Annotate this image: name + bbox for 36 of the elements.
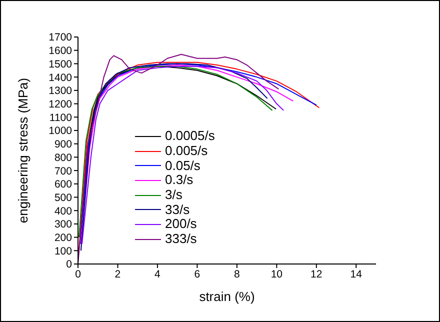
y-tick-label: 1100 [49,112,72,124]
x-tick-label: 14 [350,268,362,280]
y-tick-label: 600 [54,178,72,191]
legend-label: 0.005/s [165,143,208,158]
legend-label: 0.0005/s [165,128,215,144]
y-axis-title: engineering stress (MPa) [16,78,31,224]
x-tick-label: 6 [194,268,200,280]
y-tick-label: 1400 [48,72,72,84]
x-tick-label: 0 [75,268,82,280]
y-tick-label: 200 [54,232,72,244]
y-tick-label: 800 [54,152,72,164]
y-tick-label: 1500 [48,58,72,70]
y-tick-label: 0 [66,258,72,271]
x-tick-label: 8 [234,268,240,280]
legend-label: 0.3/s [165,172,194,188]
x-tick-label: 10 [270,268,283,280]
x-tick-label: 2 [114,268,121,280]
legend-label: 333/s [165,231,197,246]
y-tick-label: 1700 [48,32,72,44]
legend-label: 33/s [165,202,190,217]
y-tick-label: 1300 [48,85,72,98]
y-tick-label: 500 [54,192,72,204]
legend-label: 0.05/s [165,158,200,173]
y-tick-label: 400 [54,205,72,218]
y-tick-label: 1200 [48,98,72,110]
y-tick-label: 1600 [48,45,72,58]
y-tick-label: 1000 [48,125,72,138]
x-tick-label: 4 [154,268,161,280]
legend-label: 200/s [165,216,197,232]
x-axis-title: strain (%) [199,289,255,304]
y-tick-label: 700 [54,165,72,178]
y-tick-label: 100 [54,245,72,258]
y-tick-label: 300 [54,218,72,231]
y-tick-label: 900 [54,138,72,151]
x-tick-label: 12 [310,268,322,280]
legend-label: 3/s [165,187,182,202]
